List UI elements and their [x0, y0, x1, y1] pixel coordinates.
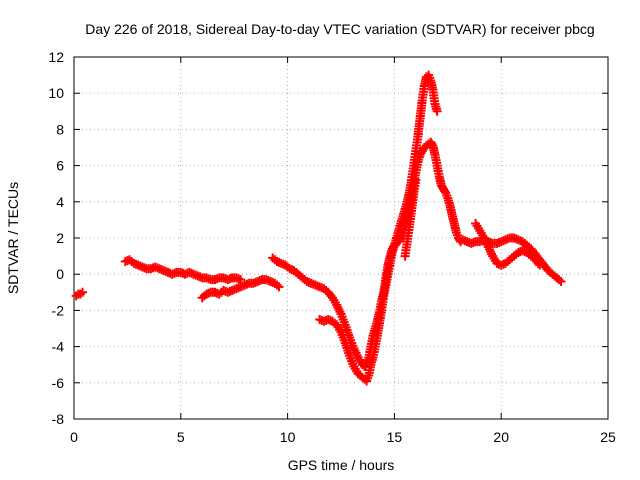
y-tick-label: 0 [56, 266, 64, 282]
x-tick-label: 5 [177, 429, 185, 445]
y-tick-label: 2 [56, 230, 64, 246]
y-tick-label: -6 [52, 375, 65, 391]
y-tick-label: -4 [52, 339, 65, 355]
chart-title: Day 226 of 2018, Sidereal Day-to-day VTE… [85, 21, 594, 37]
data-point [556, 276, 566, 286]
x-tick-label: 25 [600, 429, 616, 445]
y-tick-label: -2 [52, 302, 65, 318]
x-axis-label: GPS time / hours [288, 457, 395, 473]
x-tick-label: 0 [70, 429, 78, 445]
x-tick-label: 15 [387, 429, 403, 445]
data-point [535, 260, 545, 270]
data-series [71, 70, 566, 386]
y-tick-label: 4 [56, 194, 64, 210]
x-tick-label: 20 [493, 429, 509, 445]
data-point [236, 275, 246, 285]
x-tick-label: 10 [280, 429, 296, 445]
data-point [78, 287, 88, 297]
y-tick-label: -8 [52, 411, 65, 427]
axis-ticks: 0 5 10 15 20 25 -8 -6 -4 -2 0 2 4 6 8 10 12 [48, 49, 616, 445]
y-tick-label: 6 [56, 158, 64, 174]
y-tick-label: 8 [56, 121, 64, 137]
data-point [274, 282, 284, 292]
y-tick-label: 12 [48, 49, 64, 65]
y-tick-label: 10 [48, 85, 64, 101]
grid [74, 57, 608, 419]
data-point [411, 175, 421, 185]
data-point [432, 106, 442, 116]
y-axis-label: SDTVAR / TECUs [5, 182, 21, 294]
